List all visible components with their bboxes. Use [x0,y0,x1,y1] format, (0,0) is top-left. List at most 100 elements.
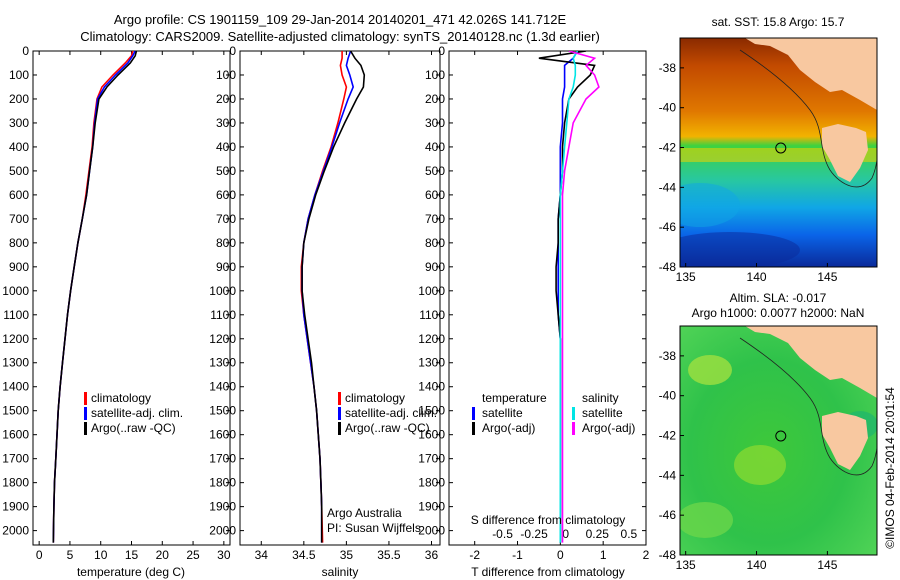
y-tick-label: 600 [425,188,445,202]
sst-bathy-contour [739,49,877,188]
y-tick-label: 600 [216,188,236,202]
y-tick-label: 2000 [209,524,236,538]
argo-float-marker [775,430,787,442]
sst-cold-patch [680,232,800,267]
x-tick-label: 35 [340,548,354,562]
y-tick-label: 0 [229,44,236,58]
sst-map-x-ticks: 135 140 145 [676,263,838,284]
salinity-x-label: salinity [322,565,359,579]
y-tick-label: 400 [216,140,236,154]
map-y-tick-label: -42 [659,141,677,155]
x-tick-label: 2 [643,548,650,562]
series-line-salinity-argo-adj- [561,51,600,543]
sst-map-y-ticks: -38 -40 -42 -44 -46 -48 [659,61,684,274]
salinity-y-ticks: 0 100 200 300 400 500 600 700 800 900 1000 1100 1200… [209,44,440,538]
y-tick-label: 900 [9,260,29,274]
figure-title-line1: Argo profile: CS 1901159_109 29-Jan-2014… [114,12,567,27]
y-tick-label: 1700 [2,452,29,466]
y-tick-label: 1900 [2,500,29,514]
y-tick-label: 1200 [209,332,236,346]
sla-tasmania [822,412,868,470]
difference-legend-temperature: temperature satellite Argo(-adj) [472,391,547,435]
legend-swatch-s-satellite [572,407,575,420]
map-y-tick-label: -46 [659,220,677,234]
map-y-tick-label: -48 [659,260,677,274]
y-tick-label: 700 [216,212,236,226]
y-tick-label: 1600 [209,428,236,442]
x-tick-label: 10 [94,548,108,562]
salinity-x-ticks: 34 34.5 35 35.5 36 [255,51,439,562]
y-tick-label: 1000 [2,284,29,298]
sst-cool-patch [680,183,740,227]
x-tick-label: 36 [425,548,439,562]
difference-x-ticks: -2 -1 0 1 2 -0.5 -0.25 0 0.25 0.5 [469,51,650,562]
salinity-panel: 0 100 200 300 400 500 600 700 800 900 1000 1100 1200… [209,44,441,579]
y-tick-label: 1300 [2,356,29,370]
y-tick-label: 1800 [2,476,29,490]
y-tick-label: 1600 [2,428,29,442]
y-tick-label: 1300 [418,356,445,370]
series-line-argo-raw-qc- [301,51,366,543]
series-line-argo-raw-qc- [52,51,138,543]
difference-x-label: T difference from climatology [471,565,625,579]
legend-label-argo: Argo(..raw -QC) [91,421,176,435]
x-tick-label: -1 [512,548,523,562]
map-y-tick-label: -38 [659,61,677,75]
x-tick-label: -2 [469,548,480,562]
x-tick-label: 25 [186,548,200,562]
map-x-tick-label: 145 [817,558,837,572]
figure-title-line2: Climatology: CARS2009. Satellite-adjuste… [80,29,600,44]
legend-title-salinity: salinity [582,391,619,405]
x-tick-label: 5 [67,548,74,562]
x-tick-label-salinity: -0.5 [492,527,513,541]
map-y-tick-label: -40 [659,389,677,403]
map-y-tick-label: -46 [659,508,677,522]
sla-high-patch [734,445,786,485]
map-x-tick-label: 135 [676,558,696,572]
difference-series [538,51,600,543]
y-tick-label: 0 [22,44,29,58]
y-tick-label: 400 [425,140,445,154]
y-tick-label: 1300 [209,356,236,370]
x-tick-label-salinity: 0.5 [621,527,638,541]
temperature-y-ticks: 0 100 200 300 400 500 600 700 800 900 1000 1100 1200… [2,44,230,538]
y-tick-label: 300 [216,116,236,130]
legend-label-satellite: satellite-adj. clim. [345,406,437,420]
y-tick-label: 600 [9,188,29,202]
y-tick-label: 500 [216,164,236,178]
y-tick-label: 2000 [2,524,29,538]
x-tick-label: 30 [217,548,231,562]
temperature-legend: climatology satellite-adj. clim. Argo(..… [84,391,183,435]
map-y-tick-label: -48 [659,548,677,562]
x-tick-label: 34 [255,548,269,562]
y-tick-label: 1500 [2,404,29,418]
sla-mainland [745,326,877,398]
y-tick-label: 1400 [2,380,29,394]
temperature-x-label: temperature (deg C) [77,565,185,579]
sst-tasmania [822,124,868,182]
sst-mainland [745,38,877,110]
legend-swatch-argo [84,422,87,435]
sla-map-frame [679,325,878,556]
legend-swatch-t-argo [472,422,475,435]
temperature-axes-frame [32,50,231,546]
credit-line1: Argo Australia [327,506,402,520]
y-tick-label: 1100 [210,308,236,322]
map-y-tick-label: -44 [659,180,677,194]
difference-axes-frame [448,50,647,546]
y-tick-label: 1900 [418,500,445,514]
temperature-series [52,51,138,543]
x-tick-label-salinity: 0.25 [586,527,610,541]
y-tick-label: 1700 [209,452,236,466]
y-tick-label: 1100 [3,308,29,322]
salinity-series [300,51,366,543]
y-tick-label: 500 [9,164,29,178]
legend-label-s-satellite: satellite [582,406,623,420]
y-tick-label: 2000 [418,524,445,538]
sla-map-title-line2: Argo h1000: 0.0077 h2000: NaN [692,306,865,320]
difference-x-label-top: S difference from climatology [471,513,626,527]
temperature-x-ticks: 0 5 10 15 20 25 30 [36,51,231,562]
legend-title-temperature: temperature [482,391,547,405]
y-tick-label: 1200 [418,332,445,346]
